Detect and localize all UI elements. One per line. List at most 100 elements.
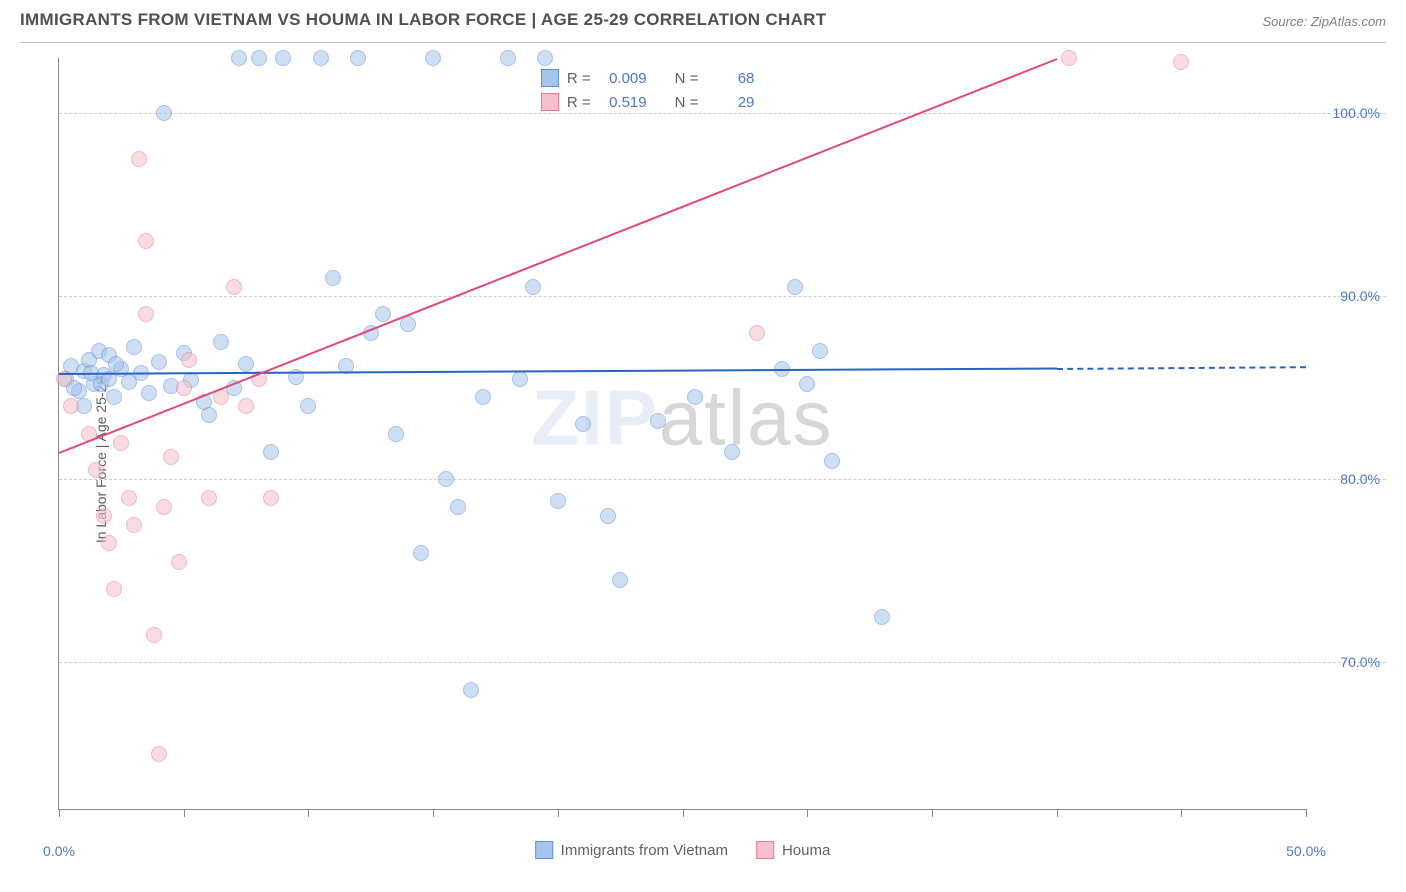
data-point bbox=[141, 385, 157, 401]
data-point bbox=[171, 554, 187, 570]
series-legend: Immigrants from Vietnam Houma bbox=[535, 841, 831, 859]
data-point bbox=[600, 508, 616, 524]
x-tick-label: 0.0% bbox=[43, 843, 75, 859]
data-point bbox=[238, 398, 254, 414]
data-point bbox=[575, 416, 591, 432]
data-point bbox=[63, 398, 79, 414]
data-point bbox=[231, 50, 247, 66]
data-point bbox=[88, 462, 104, 478]
data-point bbox=[463, 682, 479, 698]
y-tick-label: 80.0% bbox=[1340, 471, 1380, 487]
stats-legend: R =0.009N =68R =0.519N =29 bbox=[533, 62, 763, 118]
data-point bbox=[375, 306, 391, 322]
stats-row: R =0.519N =29 bbox=[541, 90, 755, 114]
gridline bbox=[59, 479, 1386, 480]
data-point bbox=[156, 105, 172, 121]
data-point bbox=[131, 151, 147, 167]
plot-area: ZIPatlas R =0.009N =68R =0.519N =29 Immi… bbox=[58, 58, 1306, 810]
data-point bbox=[438, 471, 454, 487]
legend-label: Houma bbox=[782, 842, 830, 859]
n-label: N = bbox=[675, 94, 699, 111]
data-point bbox=[176, 380, 192, 396]
x-tick bbox=[1181, 809, 1182, 817]
data-point bbox=[799, 376, 815, 392]
gridline bbox=[59, 662, 1386, 663]
data-point bbox=[146, 627, 162, 643]
data-point bbox=[313, 50, 329, 66]
data-point bbox=[126, 517, 142, 533]
data-point bbox=[525, 279, 541, 295]
n-label: N = bbox=[675, 70, 699, 87]
y-tick-label: 90.0% bbox=[1340, 288, 1380, 304]
x-tick bbox=[433, 809, 434, 817]
data-point bbox=[500, 50, 516, 66]
chart-title: IMMIGRANTS FROM VIETNAM VS HOUMA IN LABO… bbox=[20, 10, 826, 29]
legend-swatch bbox=[541, 69, 559, 87]
r-value: 0.519 bbox=[599, 94, 647, 111]
gridline bbox=[59, 296, 1386, 297]
trend-line-extension bbox=[1057, 366, 1306, 370]
data-point bbox=[151, 354, 167, 370]
y-tick-label: 70.0% bbox=[1340, 654, 1380, 670]
data-point bbox=[450, 499, 466, 515]
data-point bbox=[96, 508, 112, 524]
data-point bbox=[106, 389, 122, 405]
data-point bbox=[263, 444, 279, 460]
data-point bbox=[226, 279, 242, 295]
data-point bbox=[1173, 54, 1189, 70]
legend-swatch bbox=[756, 841, 774, 859]
data-point bbox=[263, 490, 279, 506]
data-point bbox=[612, 572, 628, 588]
data-point bbox=[106, 581, 122, 597]
gridline bbox=[59, 113, 1386, 114]
data-point bbox=[687, 389, 703, 405]
data-point bbox=[201, 407, 217, 423]
r-label: R = bbox=[567, 94, 591, 111]
data-point bbox=[749, 325, 765, 341]
data-point bbox=[350, 50, 366, 66]
x-tick bbox=[932, 809, 933, 817]
x-tick-label: 50.0% bbox=[1286, 843, 1326, 859]
data-point bbox=[475, 389, 491, 405]
data-point bbox=[251, 50, 267, 66]
data-point bbox=[151, 746, 167, 762]
data-point bbox=[201, 490, 217, 506]
x-tick bbox=[683, 809, 684, 817]
legend-item: Immigrants from Vietnam bbox=[535, 841, 728, 859]
data-point bbox=[138, 306, 154, 322]
data-point bbox=[388, 426, 404, 442]
title-underline bbox=[20, 42, 1386, 43]
x-tick bbox=[308, 809, 309, 817]
r-value: 0.009 bbox=[599, 70, 647, 87]
legend-label: Immigrants from Vietnam bbox=[561, 842, 728, 859]
data-point bbox=[300, 398, 316, 414]
chart-area: In Labor Force | Age 25-29 ZIPatlas R =0… bbox=[20, 50, 1386, 870]
data-point bbox=[181, 352, 197, 368]
data-point bbox=[113, 435, 129, 451]
data-point bbox=[101, 535, 117, 551]
data-point bbox=[787, 279, 803, 295]
trend-line bbox=[59, 368, 1057, 375]
data-point bbox=[812, 343, 828, 359]
legend-swatch bbox=[541, 93, 559, 111]
stats-row: R =0.009N =68 bbox=[541, 66, 755, 90]
data-point bbox=[138, 233, 154, 249]
data-point bbox=[512, 371, 528, 387]
data-point bbox=[413, 545, 429, 561]
legend-item: Houma bbox=[756, 841, 830, 859]
x-tick bbox=[59, 809, 60, 817]
x-tick bbox=[1306, 809, 1307, 817]
x-tick bbox=[558, 809, 559, 817]
data-point bbox=[874, 609, 890, 625]
source-label: Source: ZipAtlas.com bbox=[1262, 14, 1386, 29]
data-point bbox=[156, 499, 172, 515]
y-tick-label: 100.0% bbox=[1333, 105, 1380, 121]
data-point bbox=[824, 453, 840, 469]
data-point bbox=[126, 339, 142, 355]
x-tick bbox=[1057, 809, 1058, 817]
data-point bbox=[537, 50, 553, 66]
data-point bbox=[121, 490, 137, 506]
data-point bbox=[325, 270, 341, 286]
x-tick bbox=[807, 809, 808, 817]
r-label: R = bbox=[567, 70, 591, 87]
